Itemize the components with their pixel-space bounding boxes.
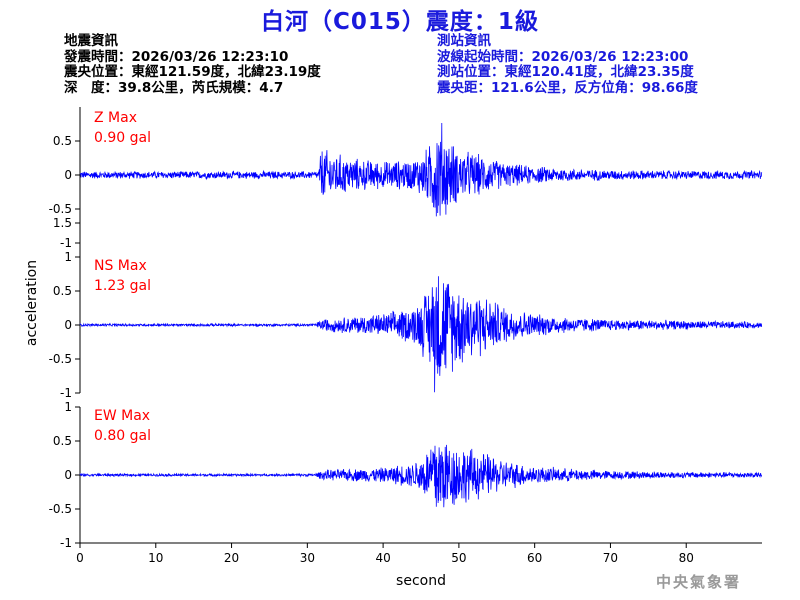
y-tick-label: -1 <box>60 536 72 550</box>
page-title: 白河（C015）震度：1級 <box>261 9 539 35</box>
waveform-ew <box>79 444 763 508</box>
y-tick-label: -0.5 <box>49 352 72 366</box>
y-axis-title: acceleration <box>24 260 40 346</box>
max-value-ew: 0.80 gal <box>94 428 151 444</box>
x-tick-label: 50 <box>451 551 466 565</box>
x-tick-label: 40 <box>375 551 390 565</box>
waveform-z <box>79 122 763 217</box>
y-tick-label: 1.5 <box>53 216 72 230</box>
x-axis-title: second <box>396 573 446 589</box>
y-tick-label: -1 <box>60 236 72 250</box>
agency-watermark: 中央氣象署 <box>656 573 742 591</box>
max-value-ns: 1.23 gal <box>94 278 151 294</box>
max-label-z: Z Max <box>94 110 137 126</box>
y-tick-label: 0 <box>64 468 72 482</box>
y-tick-label: -0.5 <box>49 502 72 516</box>
earthquake-info-heading: 地震資訊 <box>64 33 118 49</box>
y-tick-label: -0.5 <box>49 202 72 216</box>
trace-start-time: 波線起始時間：2026/03/26 12:23:00 <box>437 48 689 65</box>
waveform-ns <box>79 276 763 393</box>
x-tick-label: 10 <box>148 551 163 565</box>
station-location: 測站位置：東經120.41度，北緯23.35度 <box>437 64 694 80</box>
y-tick-label: 0.5 <box>53 434 72 448</box>
station-info: 測站資訊 波線起始時間：2026/03/26 12:23:00 測站位置：東經1… <box>437 33 698 96</box>
origin-time: 發震時間：2026/03/26 12:23:10 <box>64 48 289 65</box>
epicenter: 震央位置：東經121.59度，北緯23.19度 <box>64 64 321 80</box>
max-value-z: 0.90 gal <box>94 130 151 146</box>
y-tick-label: -1 <box>60 386 72 400</box>
x-tick-label: 70 <box>603 551 618 565</box>
x-tick-label: 0 <box>76 551 84 565</box>
y-tick-label: 1 <box>64 400 72 414</box>
epicentral-distance: 震央距：121.6公里，反方位角：98.66度 <box>437 79 698 96</box>
station-info-heading: 測站資訊 <box>437 33 491 49</box>
x-tick-label: 30 <box>300 551 315 565</box>
x-tick-label: 80 <box>679 551 694 565</box>
max-label-ns: NS Max <box>94 258 147 274</box>
x-tick-label: 60 <box>527 551 542 565</box>
depth-magnitude: 深 度：39.8公里，芮氏規模：4.7 <box>64 79 284 96</box>
y-tick-label: 1 <box>64 250 72 264</box>
earthquake-info: 地震資訊 發震時間：2026/03/26 12:23:10 震央位置：東經121… <box>64 33 321 96</box>
y-tick-label: 0 <box>64 168 72 182</box>
y-tick-label: 0 <box>64 318 72 332</box>
max-label-ew: EW Max <box>94 408 150 424</box>
x-tick-label: 20 <box>224 551 239 565</box>
y-tick-label: 0.5 <box>53 284 72 298</box>
y-tick-label: 0.5 <box>53 134 72 148</box>
